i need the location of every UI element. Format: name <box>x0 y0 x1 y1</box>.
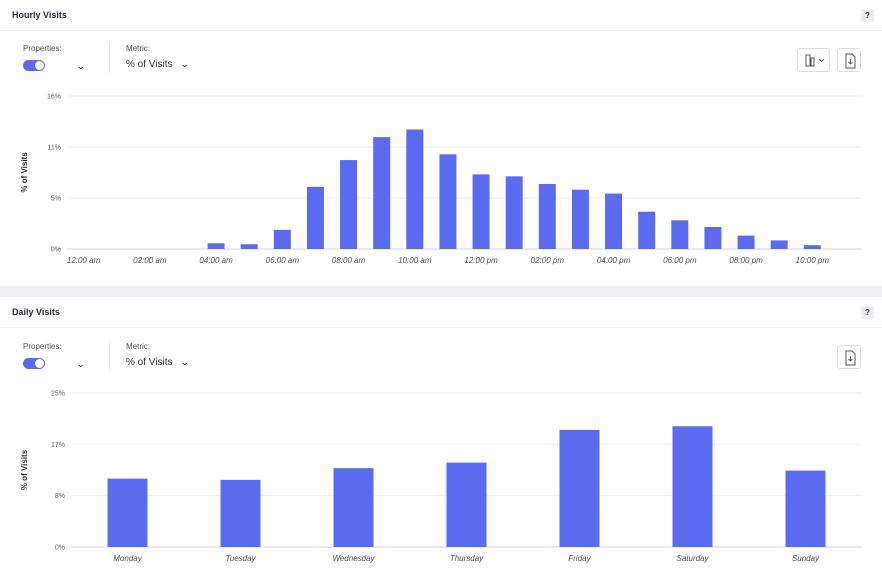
properties-label: Properties: <box>23 342 62 351</box>
bar-02-00-pm[interactable] <box>538 183 556 249</box>
x-tick-label: 12:00 am <box>67 256 101 265</box>
bar-thursday[interactable] <box>446 462 487 547</box>
panel-title: Hourly Visits <box>12 10 67 20</box>
export-button[interactable] <box>837 48 861 72</box>
x-tick-label: 04:00 am <box>199 256 233 265</box>
bar-08-00-am[interactable] <box>340 160 358 249</box>
bar-08-00-pm[interactable] <box>737 235 755 249</box>
y-axis-label: % of Visits <box>20 449 29 490</box>
file-download-icon <box>845 53 856 69</box>
x-tick-label: Sunday <box>792 554 820 563</box>
y-tick-label: 8% <box>55 493 65 500</box>
bar-tuesday[interactable] <box>220 479 261 547</box>
bar-wednesday[interactable] <box>333 468 374 547</box>
x-tick-label: Thursday <box>450 554 484 563</box>
properties-toggle[interactable] <box>23 358 45 369</box>
toggle-knob <box>35 61 44 70</box>
y-tick-label: 0% <box>55 545 65 552</box>
bar-chart-icon <box>805 54 825 67</box>
panel-title: Daily Visits <box>12 307 60 317</box>
hourly-visits-panel: Hourly Visits ? Properties: ⌄ Metric: % … <box>0 0 882 286</box>
x-tick-label: 06:00 pm <box>663 256 697 265</box>
x-tick-label: 10:00 am <box>398 256 432 265</box>
bar-10-00-am[interactable] <box>406 129 424 249</box>
x-tick-label: Saturday <box>676 554 709 563</box>
metric-select[interactable]: % of Visits <box>126 357 173 368</box>
help-button[interactable]: ? <box>861 9 874 22</box>
x-tick-label: Tuesday <box>225 554 256 563</box>
bar-05-00-pm[interactable] <box>638 211 656 249</box>
bar-sunday[interactable] <box>785 470 826 547</box>
bar-09-00-pm[interactable] <box>770 240 788 249</box>
file-download-icon <box>845 350 856 366</box>
bar-monday[interactable] <box>107 478 148 547</box>
bar-04-00-am[interactable] <box>207 243 225 249</box>
bar-06-00-pm[interactable] <box>671 220 689 249</box>
x-tick-label: 08:00 am <box>332 256 366 265</box>
x-tick-label: 02:00 pm <box>531 256 565 265</box>
x-tick-label: Wednesday <box>332 554 375 563</box>
x-tick-label: 02:00 am <box>133 256 167 265</box>
daily-visits-panel: Daily Visits ? Properties: ⌄ Metric: % o… <box>0 297 882 583</box>
bar-saturday[interactable] <box>672 426 713 547</box>
x-tick-label: Monday <box>113 554 142 563</box>
y-tick-label: 0% <box>51 247 61 254</box>
x-tick-label: 04:00 pm <box>597 256 631 265</box>
panel-header: Daily Visits ? <box>0 297 882 328</box>
y-tick-label: 16% <box>47 94 61 101</box>
daily-visits-chart: 0% 8% 17% 25% % of Visits Monday Tuesday Wednes… <box>20 391 862 563</box>
metric-chevron-down-icon[interactable]: ⌄ <box>179 357 190 367</box>
y-tick-label: 5% <box>51 196 61 203</box>
bar-07-00-pm[interactable] <box>704 227 722 249</box>
bar-06-00-am[interactable] <box>273 229 291 249</box>
properties-label: Properties: <box>23 44 62 53</box>
metric-label: Metric: <box>126 44 150 53</box>
bar-03-00-pm[interactable] <box>571 189 589 249</box>
y-tick-label: 11% <box>48 144 62 151</box>
bar-01-00-pm[interactable] <box>505 176 523 249</box>
bar-10-00-pm[interactable] <box>803 245 821 249</box>
x-tick-label: 06:00 am <box>266 256 300 265</box>
bar-04-00-pm[interactable] <box>605 193 623 249</box>
bar-11-00-am[interactable] <box>439 154 457 249</box>
y-axis-label: % of Visits <box>20 152 29 193</box>
x-tick-label: 12:00 pm <box>464 256 498 265</box>
y-tick-label: 25% <box>51 391 65 398</box>
y-tick-label: 17% <box>51 442 65 449</box>
x-tick-label: Friday <box>568 554 591 563</box>
x-tick-label: 08:00 pm <box>729 256 763 265</box>
properties-toggle[interactable] <box>23 60 45 71</box>
export-button[interactable] <box>837 345 861 369</box>
bar-05-00-am[interactable] <box>240 244 258 249</box>
metric-label: Metric: <box>126 342 150 351</box>
properties-chevron-down-icon[interactable]: ⌄ <box>75 359 86 369</box>
divider <box>109 43 110 73</box>
bar-09-00-am[interactable] <box>373 137 391 249</box>
divider <box>109 341 110 371</box>
bar-07-00-am[interactable] <box>306 186 324 249</box>
hourly-visits-chart: 0% 5% 11% 16% % of Visits 12:00 am 02:00 am 04:… <box>20 94 862 265</box>
panel-header: Hourly Visits ? <box>0 0 882 31</box>
bar-friday[interactable] <box>559 429 600 547</box>
x-tick-label: 10:00 pm <box>796 256 830 265</box>
help-button[interactable]: ? <box>861 306 874 319</box>
properties-chevron-down-icon[interactable]: ⌄ <box>75 61 86 71</box>
bar-12-00-pm[interactable] <box>472 174 490 249</box>
metric-chevron-down-icon[interactable]: ⌄ <box>179 59 190 69</box>
toggle-knob <box>35 359 44 368</box>
metric-select[interactable]: % of Visits <box>126 59 173 70</box>
chart-type-button[interactable] <box>797 48 830 72</box>
